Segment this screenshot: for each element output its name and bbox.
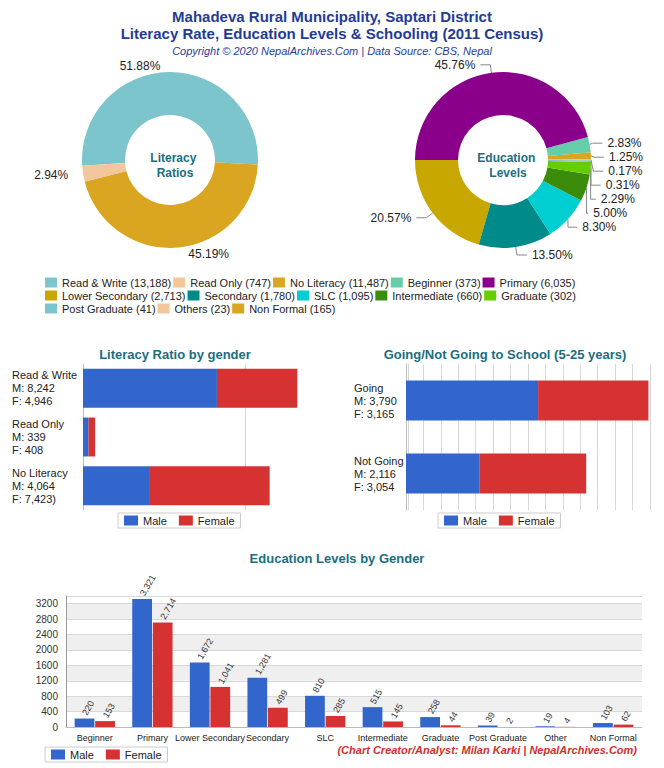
- svg-text:515: 515: [368, 688, 384, 706]
- svg-text:19: 19: [541, 711, 555, 725]
- svg-text:0: 0: [52, 722, 58, 733]
- svg-text:SLC (1,095): SLC (1,095): [314, 290, 373, 302]
- svg-text:Beginner: Beginner: [77, 733, 113, 743]
- svg-text:F: 4,946: F: 4,946: [12, 395, 52, 407]
- svg-text:Male: Male: [143, 515, 167, 527]
- svg-text:45.76%: 45.76%: [435, 58, 476, 72]
- svg-text:M: 4,064: M: 4,064: [12, 480, 55, 492]
- svg-text:Literacy Rate, Education Level: Literacy Rate, Education Levels & School…: [121, 25, 544, 42]
- svg-text:Beginner (373): Beginner (373): [408, 277, 481, 289]
- svg-text:2,714: 2,714: [158, 596, 178, 620]
- svg-text:1,672: 1,672: [195, 637, 215, 661]
- svg-text:1,281: 1,281: [253, 652, 273, 676]
- svg-text:Intermediate (660): Intermediate (660): [392, 290, 482, 302]
- svg-text:Going: Going: [354, 382, 383, 394]
- svg-text:F: 3,165: F: 3,165: [354, 408, 394, 420]
- svg-text:3200: 3200: [36, 598, 59, 609]
- svg-text:2.83%: 2.83%: [608, 136, 642, 150]
- svg-text:0.17%: 0.17%: [608, 164, 642, 178]
- svg-text:45.19%: 45.19%: [188, 247, 229, 261]
- svg-text:Copyright © 2020 NepalArchives: Copyright © 2020 NepalArchives.Com | Dat…: [172, 45, 492, 57]
- svg-text:Education: Education: [477, 151, 538, 165]
- svg-text:145: 145: [389, 702, 405, 720]
- svg-text:5.00%: 5.00%: [593, 206, 627, 220]
- svg-text:Read & Write: Read & Write: [12, 369, 77, 381]
- svg-text:499: 499: [274, 688, 290, 706]
- svg-text:Female: Female: [198, 515, 235, 527]
- svg-text:4: 4: [562, 716, 573, 725]
- svg-text:2400: 2400: [36, 629, 59, 640]
- svg-text:M: 2,116: M: 2,116: [354, 468, 396, 480]
- svg-text:3,321: 3,321: [138, 573, 158, 597]
- svg-text:M: 8,242: M: 8,242: [12, 382, 55, 394]
- svg-text:153: 153: [101, 702, 117, 720]
- svg-text:Female: Female: [518, 515, 555, 527]
- svg-text:Mahadeva Rural Municipality, S: Mahadeva Rural Municipality, Saptari Dis…: [172, 8, 492, 25]
- svg-text:M: 3,790: M: 3,790: [354, 395, 397, 407]
- svg-text:2000: 2000: [36, 644, 59, 655]
- svg-text:SLC: SLC: [316, 733, 334, 743]
- svg-text:F: 7,423): F: 7,423): [12, 493, 56, 505]
- svg-text:F: 408: F: 408: [12, 444, 43, 456]
- svg-text:39: 39: [483, 710, 497, 724]
- svg-text:Going/Not Going to School (5-2: Going/Not Going to School (5-25 years): [384, 347, 627, 362]
- svg-text:Literacy: Literacy: [150, 151, 199, 165]
- svg-text:F: 3,054: F: 3,054: [354, 481, 394, 493]
- svg-text:62: 62: [619, 709, 633, 723]
- svg-text:Intermediate: Intermediate: [358, 733, 408, 743]
- svg-text:Levels: Levels: [489, 166, 527, 180]
- svg-text:51.88%: 51.88%: [120, 59, 161, 73]
- svg-text:Male: Male: [70, 749, 94, 761]
- svg-text:Lower Secondary (2,713): Lower Secondary (2,713): [62, 290, 186, 302]
- svg-text:Non Formal (165): Non Formal (165): [249, 303, 335, 315]
- svg-text:Non Formal: Non Formal: [590, 733, 637, 743]
- svg-text:1600: 1600: [36, 660, 59, 671]
- svg-text:Secondary (1,780): Secondary (1,780): [205, 290, 296, 302]
- svg-text:1,041: 1,041: [216, 661, 236, 685]
- svg-text:Graduate: Graduate: [422, 733, 460, 743]
- svg-text:Literacy Ratio by gender: Literacy Ratio by gender: [99, 347, 251, 362]
- svg-text:Female: Female: [125, 749, 162, 761]
- svg-text:2.94%: 2.94%: [34, 168, 68, 182]
- svg-text:285: 285: [331, 697, 347, 715]
- svg-text:13.50%: 13.50%: [532, 248, 573, 262]
- svg-text:1.25%: 1.25%: [609, 150, 643, 164]
- svg-text:Read & Write (13,188): Read & Write (13,188): [62, 277, 171, 289]
- svg-text:Read Only (747): Read Only (747): [190, 277, 271, 289]
- svg-text:Graduate (302): Graduate (302): [501, 290, 576, 302]
- svg-text:Post Graduate: Post Graduate: [469, 733, 527, 743]
- svg-text:Secondary: Secondary: [246, 733, 290, 743]
- svg-text:Lower Secondary: Lower Secondary: [175, 733, 246, 743]
- svg-text:1200: 1200: [36, 675, 59, 686]
- svg-text:Not Going: Not Going: [354, 455, 404, 467]
- svg-text:No Literacy: No Literacy: [12, 467, 68, 479]
- svg-text:2: 2: [504, 716, 515, 725]
- svg-text:400: 400: [41, 706, 58, 717]
- svg-text:Post Graduate (41): Post Graduate (41): [62, 303, 156, 315]
- svg-text:No Literacy (11,487): No Literacy (11,487): [290, 277, 389, 289]
- svg-text:Primary: Primary: [137, 733, 168, 743]
- svg-text:Education Levels by Gender: Education Levels by Gender: [250, 551, 425, 566]
- svg-text:2.29%: 2.29%: [601, 192, 635, 206]
- svg-text:Primary (6,035): Primary (6,035): [500, 277, 576, 289]
- svg-text:8.30%: 8.30%: [582, 220, 616, 234]
- svg-text:Others (23): Others (23): [175, 303, 231, 315]
- svg-text:2800: 2800: [36, 614, 59, 625]
- svg-text:20.57%: 20.57%: [371, 211, 412, 225]
- svg-text:800: 800: [41, 691, 58, 702]
- svg-text:220: 220: [80, 699, 96, 717]
- svg-text:0.31%: 0.31%: [606, 178, 640, 192]
- svg-text:258: 258: [426, 698, 442, 716]
- svg-text:Other: Other: [544, 733, 567, 743]
- svg-text:44: 44: [446, 710, 460, 724]
- svg-text:M: 339: M: 339: [12, 431, 46, 443]
- svg-text:Read Only: Read Only: [12, 418, 64, 430]
- svg-text:Ratios: Ratios: [157, 166, 194, 180]
- svg-text:810: 810: [311, 676, 327, 694]
- svg-text:103: 103: [599, 704, 615, 722]
- svg-text:Male: Male: [463, 515, 487, 527]
- svg-text:(Chart Creator/Analyst: Milan: (Chart Creator/Analyst: Milan Karki | Ne…: [337, 744, 637, 756]
